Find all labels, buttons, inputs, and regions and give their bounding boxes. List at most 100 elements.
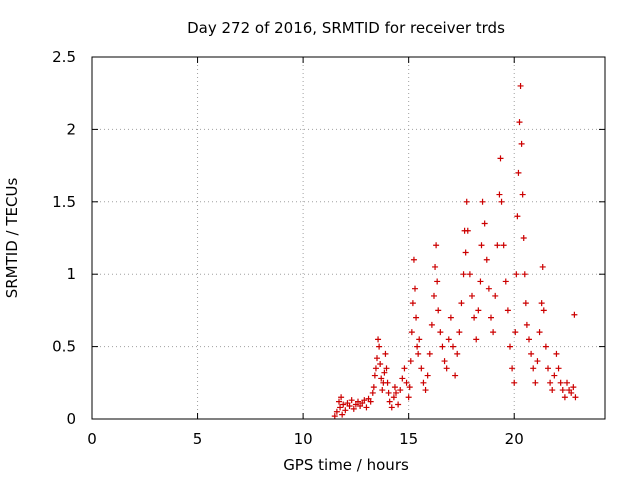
data-point xyxy=(481,220,488,227)
data-point xyxy=(561,394,568,401)
x-tick-label: 5 xyxy=(193,430,203,448)
data-point xyxy=(384,379,391,386)
data-point xyxy=(532,379,539,386)
data-point xyxy=(475,307,482,314)
data-point xyxy=(445,336,452,343)
data-point xyxy=(363,404,370,411)
data-point xyxy=(422,387,429,394)
data-point xyxy=(443,365,450,372)
y-axis-label: SRMTID / TECUs xyxy=(3,178,21,299)
data-point xyxy=(428,321,435,328)
data-point xyxy=(515,169,522,176)
data-point xyxy=(471,314,478,321)
data-point xyxy=(513,271,520,278)
data-point xyxy=(539,263,546,270)
data-point xyxy=(397,387,404,394)
data-point xyxy=(516,119,523,126)
data-point xyxy=(375,336,382,343)
data-point xyxy=(507,343,513,350)
data-point xyxy=(399,375,406,382)
data-point xyxy=(466,271,473,278)
data-point xyxy=(361,397,368,404)
data-point xyxy=(450,343,456,350)
data-point xyxy=(540,307,547,314)
data-point xyxy=(432,263,439,270)
data-point xyxy=(478,242,485,249)
data-point xyxy=(498,198,505,205)
data-point xyxy=(555,365,562,372)
x-axis-ticks: 0 5 10 15 20 xyxy=(87,57,524,448)
data-point xyxy=(530,365,537,372)
data-points xyxy=(331,82,579,420)
data-point xyxy=(333,408,340,415)
data-point xyxy=(572,394,579,401)
data-point xyxy=(485,285,492,292)
data-point xyxy=(447,314,454,321)
data-point xyxy=(420,379,427,386)
data-point xyxy=(338,394,345,401)
data-point xyxy=(355,398,361,405)
data-point xyxy=(405,394,412,401)
data-point xyxy=(551,372,558,379)
data-point xyxy=(477,278,484,285)
data-point xyxy=(571,311,578,318)
data-point xyxy=(549,387,556,394)
data-point xyxy=(388,404,395,411)
data-point xyxy=(557,379,564,386)
data-point xyxy=(376,343,383,350)
plot-frame xyxy=(91,56,606,420)
data-point xyxy=(509,365,516,372)
data-point xyxy=(547,379,554,386)
data-point xyxy=(418,365,425,372)
data-point xyxy=(456,329,463,336)
data-point xyxy=(426,350,433,357)
data-point xyxy=(553,350,560,357)
data-point xyxy=(385,389,392,396)
data-point xyxy=(439,343,446,350)
y-tick-label: 1.5 xyxy=(52,193,76,211)
data-point xyxy=(371,372,378,379)
data-point xyxy=(534,358,541,365)
data-point xyxy=(406,384,413,391)
data-point xyxy=(331,413,338,420)
data-point xyxy=(496,191,503,198)
data-point xyxy=(416,336,423,343)
data-point xyxy=(379,387,386,394)
grid-lines xyxy=(92,57,605,419)
data-point xyxy=(403,379,410,386)
y-tick-label: 1 xyxy=(66,265,76,283)
data-point xyxy=(350,405,357,412)
data-point xyxy=(395,401,402,408)
data-point xyxy=(391,384,398,391)
data-point xyxy=(460,271,467,278)
data-point xyxy=(518,140,525,147)
data-point xyxy=(514,213,521,220)
data-point xyxy=(512,329,519,336)
data-point xyxy=(564,379,570,386)
data-point xyxy=(433,242,440,249)
x-tick-label: 15 xyxy=(399,430,418,448)
data-point xyxy=(415,350,422,357)
data-point xyxy=(483,256,490,263)
data-point xyxy=(401,365,408,372)
x-tick-label: 0 xyxy=(87,430,97,448)
data-point xyxy=(407,358,414,365)
data-point xyxy=(488,314,494,321)
data-point xyxy=(511,379,518,386)
chart-title: Day 272 of 2016, SRMTID for receiver trd… xyxy=(187,19,505,37)
data-point xyxy=(339,411,346,418)
data-point xyxy=(464,227,471,234)
data-point xyxy=(393,389,399,396)
data-point xyxy=(412,285,418,292)
data-point xyxy=(410,256,417,263)
data-point xyxy=(545,365,551,372)
data-point xyxy=(520,235,527,241)
data-point xyxy=(490,329,497,336)
data-point xyxy=(336,398,342,405)
data-point xyxy=(441,358,448,365)
data-point xyxy=(435,307,442,314)
data-point xyxy=(374,355,380,362)
data-point xyxy=(377,360,384,367)
data-point xyxy=(382,350,389,357)
